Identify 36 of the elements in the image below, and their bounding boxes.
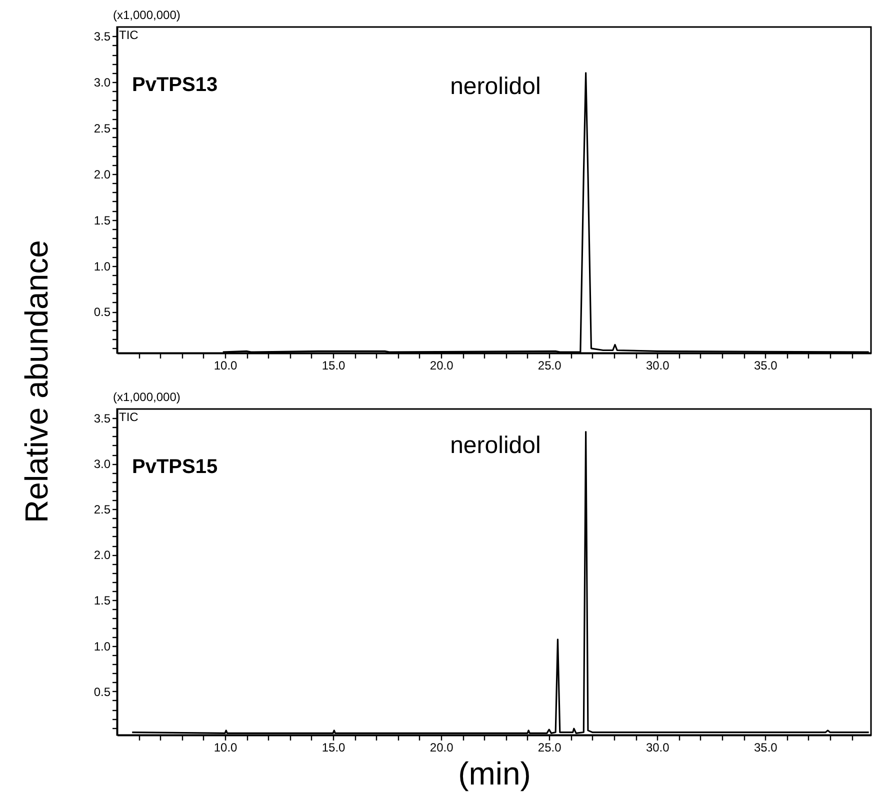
x-tick-label: 35.0 <box>754 358 778 372</box>
x-tick-label: 30.0 <box>646 358 670 372</box>
y-tick-label: 0.5 <box>94 684 111 699</box>
annotation: TIC <box>119 28 139 42</box>
x-tick-label: 10.0 <box>214 358 238 372</box>
text: (x1,000,000) <box>113 8 180 22</box>
x-tick-label: 20.0 <box>430 740 454 754</box>
x-tick-label: 30.0 <box>646 740 670 754</box>
text: PvTPS13 <box>132 74 218 96</box>
y-tick-label: 3.5 <box>94 30 111 44</box>
text: (x1,000,000) <box>113 390 180 404</box>
y-axis-title: Relative abundance <box>18 240 54 523</box>
y-tick-label: 2.0 <box>94 548 111 562</box>
y-tick-label: 1.5 <box>94 594 111 608</box>
x-tick-label: 15.0 <box>322 740 346 754</box>
annotation: nerolidol <box>450 432 541 459</box>
y-tick-label: 0.5 <box>94 305 111 320</box>
y-tick-label: 2.0 <box>94 167 111 182</box>
x-axis-title: (min) <box>458 756 531 792</box>
y-tick-label: 1.5 <box>94 213 111 228</box>
y-tick-label: 3.0 <box>94 76 111 90</box>
y-tick-label: 1.0 <box>94 259 111 274</box>
annotation: nerolidol <box>450 72 541 100</box>
x-tick-label: 10.0 <box>214 740 238 754</box>
x-tick-label: 35.0 <box>754 740 778 754</box>
y-tick-label: 1.0 <box>94 639 111 654</box>
x-tick-label: 25.0 <box>538 740 562 754</box>
x-tick-label: 20.0 <box>430 358 454 372</box>
text: PvTPS15 <box>132 456 218 478</box>
y-tick-label: 2.5 <box>94 502 111 517</box>
x-tick-label: 15.0 <box>322 358 346 372</box>
x-tick-label: 25.0 <box>538 358 562 372</box>
y-tick-label: 3.0 <box>94 457 111 472</box>
annotation: TIC <box>119 410 139 424</box>
y-tick-label: 2.5 <box>94 122 111 136</box>
y-tick-label: 3.5 <box>94 412 111 426</box>
